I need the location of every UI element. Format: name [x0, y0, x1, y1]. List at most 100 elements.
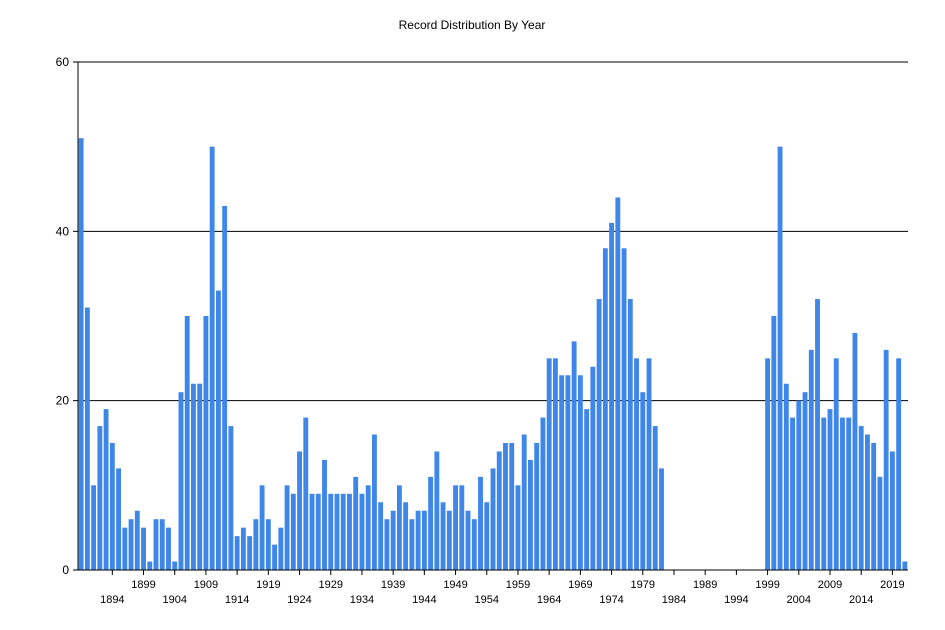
bar — [103, 409, 109, 570]
x-tick-label: 1974 — [599, 594, 623, 606]
bar — [503, 443, 508, 570]
bar — [833, 358, 839, 570]
x-tick-label: 1909 — [194, 579, 218, 591]
bar — [889, 451, 895, 570]
bar — [883, 349, 889, 570]
bar — [122, 527, 128, 570]
bar — [509, 443, 515, 570]
bar — [209, 146, 215, 571]
x-tick-label: 2009 — [818, 579, 842, 591]
bar — [521, 434, 527, 570]
x-tick-label: 1894 — [100, 594, 124, 606]
bar — [191, 383, 196, 570]
bar — [865, 434, 870, 570]
x-tick-labels: 1899 1909 1919 1929 1939 1949 1959 1969 1979 1989… — [100, 570, 905, 606]
x-tick-label: 1994 — [724, 594, 748, 606]
bar — [428, 476, 434, 570]
bar — [365, 485, 371, 570]
bar — [602, 248, 608, 570]
x-tick-label: 1969 — [568, 579, 592, 591]
bar — [322, 459, 327, 570]
bar — [646, 358, 652, 570]
bar — [846, 417, 852, 570]
x-tick-label: 2019 — [880, 579, 904, 591]
x-tick-label: 1984 — [662, 594, 686, 606]
x-tick-label: 1979 — [631, 579, 655, 591]
bar — [109, 443, 115, 570]
bar — [215, 290, 221, 570]
bar — [134, 510, 140, 570]
chart-title: Record Distribution By Year — [399, 18, 546, 32]
bar — [453, 485, 458, 570]
bar — [590, 366, 596, 570]
bar — [290, 493, 296, 570]
bar — [634, 358, 639, 570]
bar — [459, 485, 465, 570]
y-tick-label: 60 — [56, 55, 70, 69]
gridlines — [78, 61, 908, 402]
bar — [528, 459, 533, 570]
bar — [334, 493, 340, 570]
bar — [783, 383, 789, 570]
bar — [877, 476, 883, 570]
bar — [659, 468, 664, 570]
x-tick-label: 1899 — [131, 579, 155, 591]
bar — [403, 502, 409, 570]
bar — [446, 510, 452, 570]
bar — [577, 375, 583, 570]
bar — [378, 502, 384, 570]
bar — [852, 332, 858, 570]
bar — [347, 493, 352, 570]
bar — [871, 443, 877, 570]
bar — [284, 485, 290, 570]
bar — [552, 358, 558, 570]
bar — [309, 493, 315, 570]
bar — [159, 519, 165, 570]
bar — [128, 519, 134, 570]
x-tick-label: 1999 — [755, 579, 779, 591]
bar — [234, 536, 240, 570]
bar — [515, 485, 521, 570]
y-tick-label: 20 — [56, 394, 70, 408]
bar — [827, 409, 833, 570]
y-tick-label: 0 — [62, 563, 69, 577]
bar — [84, 307, 90, 570]
bar — [371, 434, 377, 570]
y-tick-label: 40 — [56, 224, 70, 238]
bar — [384, 519, 390, 570]
x-tick-label: 1954 — [475, 594, 499, 606]
y-tick-labels: 0 20 40 60 — [56, 55, 78, 577]
bar — [546, 358, 552, 570]
bar — [415, 510, 421, 570]
bar — [272, 544, 278, 570]
bar — [97, 426, 103, 570]
bar — [896, 358, 902, 570]
bar — [596, 299, 602, 570]
bar — [565, 375, 571, 570]
bar — [91, 485, 97, 570]
bar — [621, 248, 627, 570]
x-tick-label: 1919 — [256, 579, 280, 591]
bar — [203, 316, 209, 570]
x-tick-label: 1914 — [225, 594, 249, 606]
bar — [771, 316, 777, 570]
bar — [584, 409, 590, 570]
bar — [484, 502, 490, 570]
bar — [808, 349, 814, 570]
bar — [396, 485, 402, 570]
x-tick-label: 1989 — [693, 579, 717, 591]
bar — [534, 443, 540, 570]
x-tick-label: 1934 — [350, 594, 374, 606]
bar — [615, 197, 621, 570]
bars — [78, 138, 908, 571]
bar — [184, 316, 190, 570]
x-tick-label: 1929 — [319, 579, 343, 591]
bar — [478, 476, 483, 570]
bar — [315, 493, 321, 570]
x-tick-label: 1944 — [412, 594, 436, 606]
bar — [559, 375, 565, 570]
bar — [303, 417, 309, 570]
bar — [802, 392, 808, 570]
bar — [265, 519, 271, 570]
bar — [340, 493, 346, 570]
